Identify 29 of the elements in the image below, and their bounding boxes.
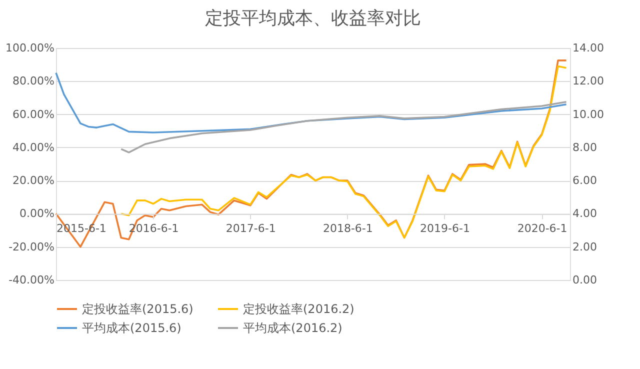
y2-tick-label: 10.00 [572,108,604,121]
y-tick-label: 40.00% [12,140,54,154]
y2-tick-label: 12.00 [572,74,604,88]
x-tick-label: 2019-6-1 [420,222,470,236]
line-series [55,60,568,248]
y2-tick-label: 6.00 [572,174,597,188]
y-tick-label: -20.00% [8,240,54,254]
y2-tick-label: 14.00 [572,42,604,54]
legend-label: 定投收益率(2015.6) [82,302,194,316]
x-tick-label: 2020-6-1 [517,222,568,236]
x-tick-label: 2017-6-1 [226,222,276,236]
line-series [120,100,568,154]
legend-label: 平均成本(2016.2) [243,321,342,335]
legend-label: 平均成本(2015.6) [82,321,182,335]
y-tick-label: 20.00% [12,174,54,188]
y2-tick-label: 8.00 [572,140,597,154]
x-tick-label: 2018-6-1 [322,222,373,236]
y-tick-label: 60.00% [12,108,54,121]
line-series [55,72,568,134]
line-series [120,65,568,239]
y-tick-label: 0.00% [20,207,54,220]
legend-label: 定投收益率(2016.2) [243,302,354,316]
chart-title: 定投平均成本、收益率对比 [205,8,421,29]
y-tick-label: 100.00% [6,42,54,54]
y2-tick-label: 0.00 [572,274,597,286]
y2-tick-label: 2.00 [572,240,597,254]
y-tick-label: -40.00% [8,274,54,286]
y-tick-label: 80.00% [12,74,54,88]
y2-tick-label: 4.00 [572,207,597,220]
